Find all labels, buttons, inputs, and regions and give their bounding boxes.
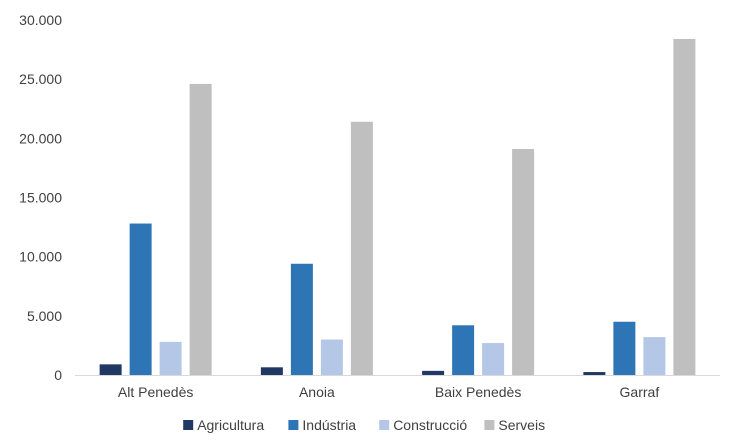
legend-swatch-construcció — [379, 420, 390, 430]
legend: Agricultura Indústria Construcció Serveis — [183, 417, 545, 433]
legend-swatch-serveis — [484, 420, 495, 430]
y-tick-label: 30.000 — [19, 12, 62, 28]
bar-construcció — [482, 343, 505, 375]
y-tick-label: 15.000 — [19, 190, 62, 206]
x-tick-label: Baix Penedès — [435, 384, 521, 400]
bar-indústria — [290, 263, 313, 375]
legend-label: Indústria — [302, 417, 356, 433]
y-tick-label: 20.000 — [19, 130, 62, 146]
x-axis: Alt Penedès Anoia Baix Penedès Garraf — [75, 375, 720, 400]
legend-swatch-indústria — [288, 420, 299, 430]
bar-agricultura — [422, 370, 445, 375]
bar-indústria — [613, 321, 636, 375]
bar-serveis — [189, 83, 212, 376]
y-tick-label: 10.000 — [19, 249, 62, 265]
y-axis: 0 5.000 10.000 15.000 20.000 25.000 30.000 — [19, 12, 62, 383]
x-tick-label: Anoia — [299, 384, 335, 400]
bar-construcció — [643, 337, 666, 375]
bar-agricultura — [99, 364, 122, 375]
bar-serveis — [350, 121, 373, 376]
bar-serveis — [673, 38, 696, 375]
y-tick-label: 25.000 — [19, 71, 62, 87]
legend-label: Construcció — [393, 417, 467, 433]
bars-group — [99, 38, 696, 376]
legend-swatch-agricultura — [183, 420, 194, 430]
bar-construcció — [320, 339, 343, 375]
y-tick-label: 0 — [54, 367, 62, 383]
bar-agricultura — [260, 367, 283, 375]
bar-agricultura — [583, 372, 606, 375]
bar-indústria — [129, 223, 152, 375]
bar-construcció — [159, 341, 182, 375]
x-tick-label: Alt Penedès — [118, 384, 194, 400]
bar-indústria — [452, 325, 475, 375]
legend-label: Agricultura — [197, 417, 264, 433]
legend-label: Serveis — [498, 417, 545, 433]
x-tick-label: Garraf — [620, 384, 660, 400]
bar-serveis — [512, 148, 535, 375]
y-tick-label: 5.000 — [27, 308, 62, 324]
